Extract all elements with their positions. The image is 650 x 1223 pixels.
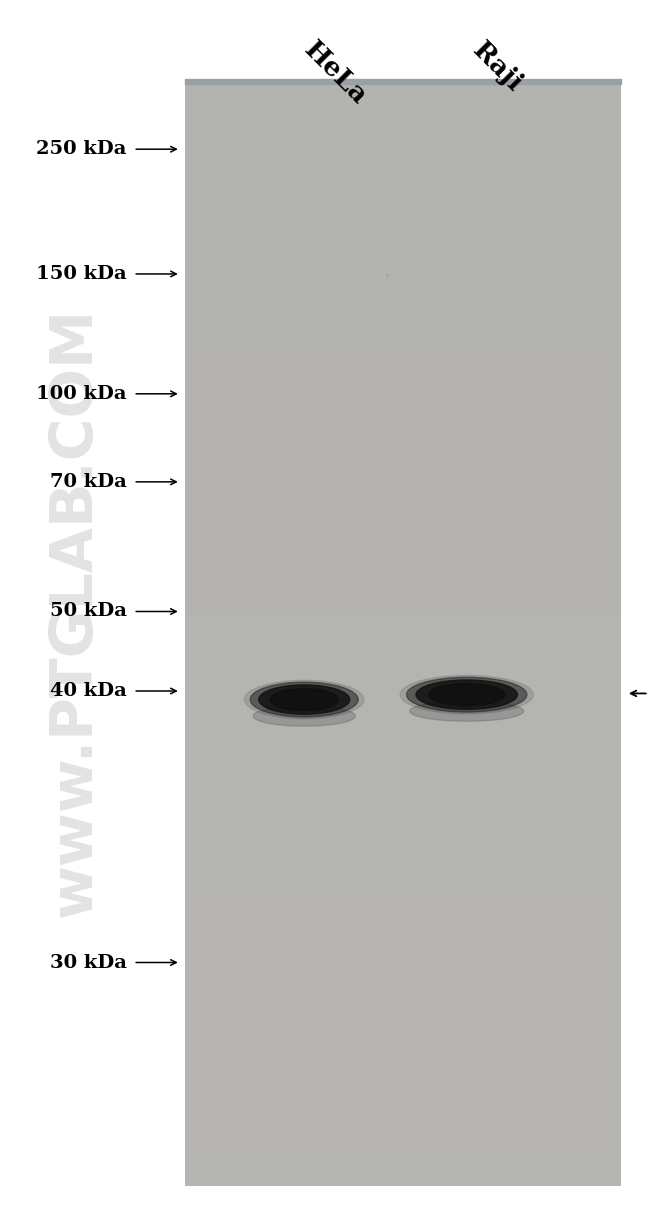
- Ellipse shape: [410, 701, 524, 722]
- Text: 50 kDa: 50 kDa: [50, 603, 127, 620]
- Ellipse shape: [429, 684, 504, 706]
- Ellipse shape: [270, 689, 339, 711]
- Ellipse shape: [259, 685, 350, 714]
- Ellipse shape: [416, 680, 517, 709]
- Text: 100 kDa: 100 kDa: [36, 385, 127, 402]
- Ellipse shape: [250, 682, 358, 717]
- Text: 150 kDa: 150 kDa: [36, 265, 127, 283]
- Ellipse shape: [253, 706, 356, 726]
- Ellipse shape: [244, 680, 364, 719]
- Text: 250 kDa: 250 kDa: [36, 141, 127, 158]
- Text: Raji: Raji: [468, 38, 527, 97]
- Text: 30 kDa: 30 kDa: [50, 954, 127, 971]
- Bar: [185, 79, 621, 84]
- Text: 40 kDa: 40 kDa: [50, 682, 127, 700]
- Ellipse shape: [406, 678, 527, 712]
- Text: www.PTGLAB.COM: www.PTGLAB.COM: [46, 307, 103, 916]
- Text: 70 kDa: 70 kDa: [50, 473, 127, 490]
- Ellipse shape: [400, 675, 533, 714]
- Text: HeLa: HeLa: [299, 38, 372, 110]
